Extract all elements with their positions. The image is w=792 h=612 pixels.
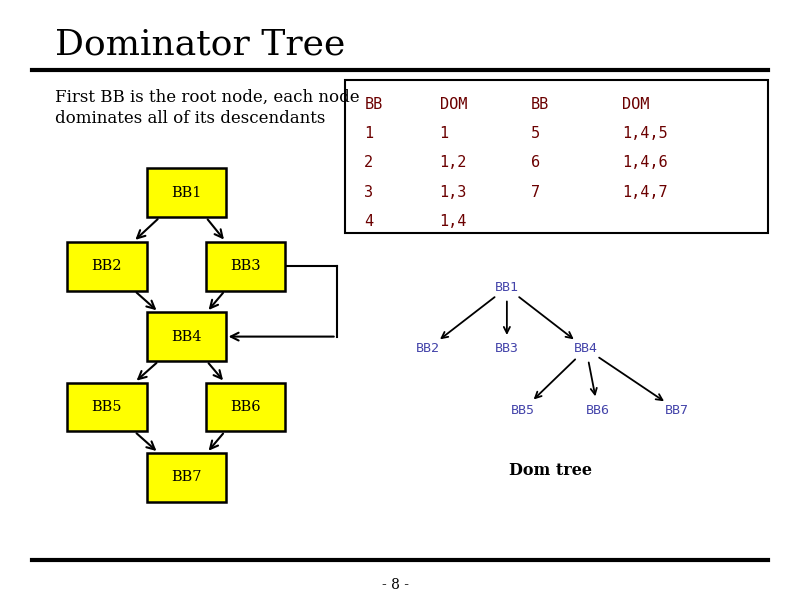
FancyBboxPatch shape [147,312,226,361]
Text: 6: 6 [531,155,540,171]
Text: 1: 1 [364,126,374,141]
Text: BB: BB [364,97,383,112]
Text: dominates all of its descendants: dominates all of its descendants [55,110,326,127]
Text: BB4: BB4 [171,330,201,343]
FancyBboxPatch shape [67,242,147,291]
Text: BB6: BB6 [586,403,610,417]
Text: BB5: BB5 [511,403,535,417]
Text: Dom tree: Dom tree [509,462,592,479]
Text: 3: 3 [364,185,374,200]
Text: 7: 7 [531,185,540,200]
Text: BB1: BB1 [171,186,201,200]
Text: BB5: BB5 [92,400,122,414]
Text: 1,4,6: 1,4,6 [622,155,668,171]
Text: BB6: BB6 [230,400,261,414]
Text: 1,2: 1,2 [440,155,467,171]
Text: BB7: BB7 [665,403,689,417]
Text: BB3: BB3 [495,342,519,356]
Text: 1: 1 [440,126,449,141]
Text: DOM: DOM [622,97,649,112]
Text: 1,3: 1,3 [440,185,467,200]
Text: 1,4,5: 1,4,5 [622,126,668,141]
Text: BB4: BB4 [574,342,598,356]
Text: 2: 2 [364,155,374,171]
Text: DOM: DOM [440,97,467,112]
FancyBboxPatch shape [345,80,768,233]
Text: BB7: BB7 [171,471,201,484]
Text: Dominator Tree: Dominator Tree [55,28,346,62]
Text: BB2: BB2 [416,342,440,356]
Text: First BB is the root node, each node: First BB is the root node, each node [55,89,360,106]
Text: 4: 4 [364,214,374,230]
Text: 1,4: 1,4 [440,214,467,230]
FancyBboxPatch shape [206,382,285,431]
Text: BB2: BB2 [92,259,122,273]
FancyBboxPatch shape [147,168,226,217]
Text: BB1: BB1 [495,281,519,294]
Text: BB: BB [531,97,549,112]
FancyBboxPatch shape [147,453,226,502]
Text: - 8 -: - 8 - [383,578,409,592]
FancyBboxPatch shape [206,242,285,291]
Text: BB3: BB3 [230,259,261,273]
FancyBboxPatch shape [67,382,147,431]
Text: 1,4,7: 1,4,7 [622,185,668,200]
Text: 5: 5 [531,126,540,141]
